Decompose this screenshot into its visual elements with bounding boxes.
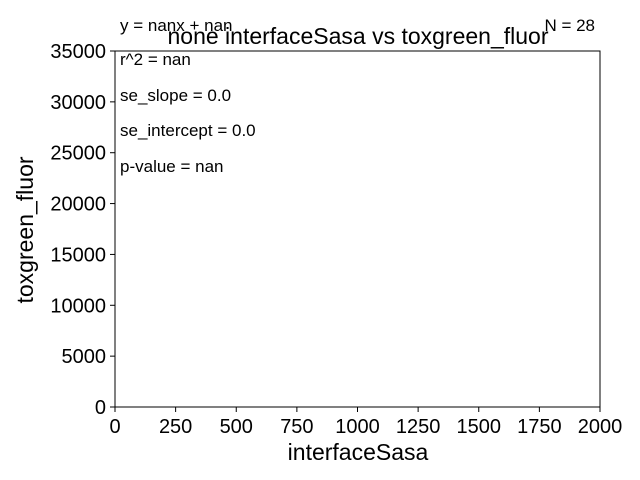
x-axis-ticks: 0 250 500 750 1000 1250 1500 1750 2000 <box>109 407 622 438</box>
y-tick-label: 35000 <box>50 41 106 63</box>
chart-title: none interfaceSasa vs toxgreen_fluor <box>167 23 548 49</box>
p-value: p-value = nan <box>120 157 224 176</box>
sample-count: N = 28 <box>544 16 595 35</box>
x-tick-label: 0 <box>109 416 120 438</box>
x-tick-label: 2000 <box>578 416 623 438</box>
y-tick-label: 20000 <box>50 194 106 216</box>
regression-equation: y = nanx + nan <box>120 16 232 35</box>
se-intercept: se_intercept = 0.0 <box>120 121 256 140</box>
y-tick-label: 5000 <box>62 346 107 368</box>
y-tick-label: 30000 <box>50 92 106 114</box>
y-axis-ticks: 0 5000 10000 15000 20000 25000 30000 35000 <box>50 41 115 419</box>
x-tick-label: 1250 <box>396 416 441 438</box>
r-squared: r^2 = nan <box>120 50 191 69</box>
y-tick-label: 0 <box>95 397 106 419</box>
x-axis-label: interfaceSasa <box>288 439 429 465</box>
y-tick-label: 15000 <box>50 244 106 266</box>
y-tick-label: 25000 <box>50 143 106 165</box>
x-tick-label: 1500 <box>457 416 502 438</box>
x-tick-label: 1750 <box>517 416 562 438</box>
y-tick-label: 10000 <box>50 295 106 317</box>
x-tick-label: 750 <box>280 416 313 438</box>
se-slope: se_slope = 0.0 <box>120 86 231 105</box>
x-tick-label: 1000 <box>335 416 380 438</box>
y-axis-label: toxgreen_fluor <box>12 156 38 303</box>
x-tick-label: 500 <box>220 416 253 438</box>
x-tick-label: 250 <box>159 416 192 438</box>
